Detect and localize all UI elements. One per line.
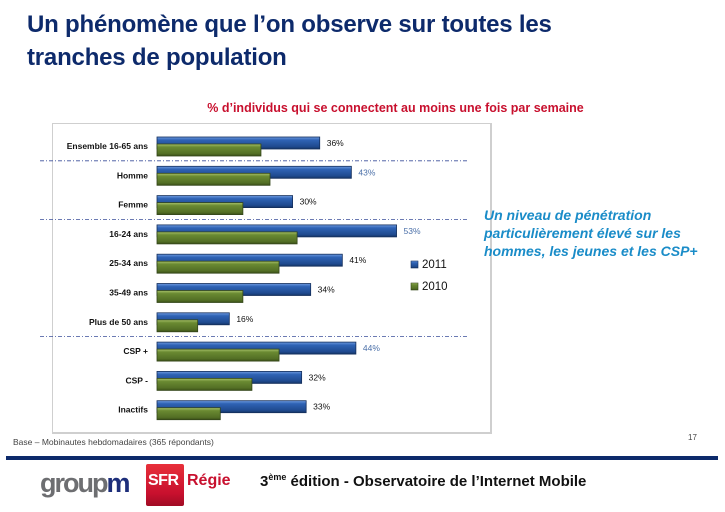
category-label: 25-34 ans [109,258,148,268]
category-label: 35-49 ans [109,288,148,298]
edition-number: 3 [260,473,269,490]
data-label-2011: 44% [363,343,380,353]
bar-2010 [156,348,280,362]
data-label-2011: 16% [236,314,253,324]
edition-sup: ème [268,472,287,482]
slide-title-line-2: tranches de population [27,44,287,71]
chart-title: % d’individus qui se connectent au moins… [207,101,584,115]
bar-2010 [156,319,199,333]
legend-swatch [410,260,419,269]
slide-title: Un phénomène que l’on observe sur toutes… [27,8,667,74]
bar-2010 [156,172,271,186]
category-label: CSP - [125,375,148,385]
base-note: Base – Mobinautes hebdomadaires (365 rép… [13,437,214,447]
bar-2010 [156,290,244,303]
legend-swatch [410,282,419,291]
edition-text: édition - Observatoire de l’Internet Mob… [286,473,587,490]
category-label: CSP + [123,346,148,356]
bar-2010 [156,407,221,421]
data-label-2011: 53% [404,226,421,236]
category-label: 16-24 ans [109,229,148,239]
bar-2010 [156,143,262,157]
legend-label: 2010 [422,281,448,293]
bar-2010 [156,377,253,391]
data-label-2011: 32% [309,372,326,382]
sfr-logo-box [146,464,184,506]
insight-callout: Un niveau de pénétration particulièremen… [484,207,698,259]
category-label: Homme [117,170,148,180]
footer-divider [6,456,718,460]
legend-label: 2011 [422,259,447,271]
category-label: Plus de 50 ans [89,317,148,327]
bar-2010 [156,202,244,216]
edition-title: 3ème édition - Observatoire de l’Interne… [260,472,586,490]
data-label-2011: 33% [313,402,330,412]
data-label-2011: 36% [327,138,344,148]
sfr-logo-text: SFR [148,472,179,489]
category-label: Ensemble 16-65 ans [67,141,149,151]
bar-2010 [156,260,280,274]
category-label: Inactifs [118,405,148,415]
category-label: Femme [118,200,148,210]
slide-title-line-1: Un phénomène que l’on observe sur toutes… [27,11,552,38]
groupm-logo: groupm [40,468,131,498]
data-label-2011: 34% [318,285,335,295]
data-label-2011: 30% [300,197,317,207]
regie-logo-text: Régie [187,472,231,489]
page-number: 17 [688,433,697,442]
bar-2010 [156,231,298,245]
groupm-logo-part2: m [106,468,130,498]
data-label-2011: 43% [358,167,375,177]
data-label-2011: 41% [349,255,366,265]
groupm-logo-part1: group [40,468,108,498]
